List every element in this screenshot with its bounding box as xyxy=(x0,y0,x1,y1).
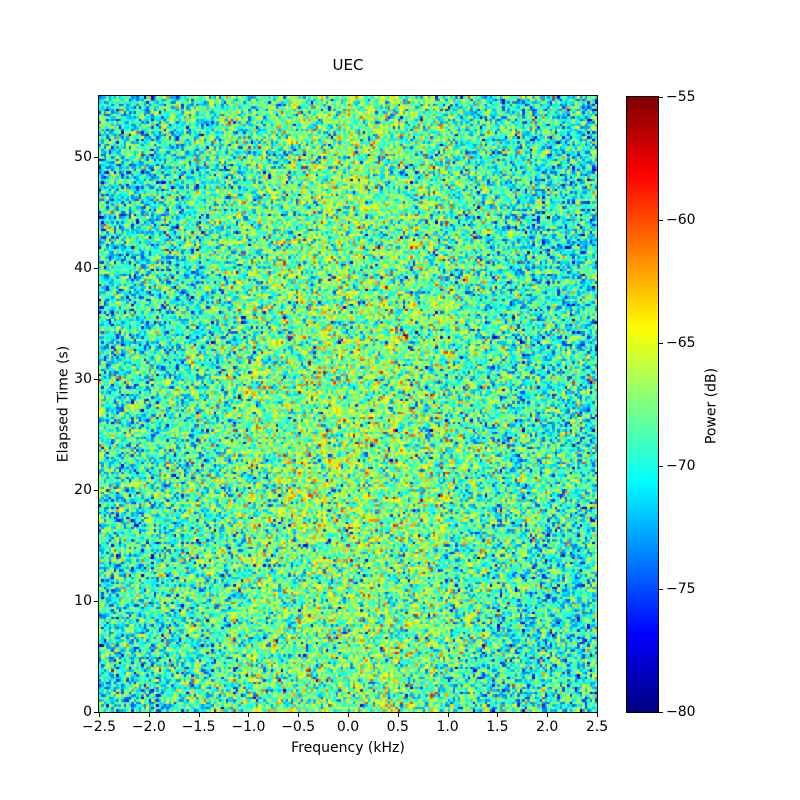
y-tick-label: 30 xyxy=(74,371,92,387)
spectrogram-heatmap xyxy=(99,96,597,712)
plot-area xyxy=(98,95,598,713)
x-tick-mark xyxy=(148,713,150,717)
x-tick-label: 2.0 xyxy=(536,719,559,735)
colorbar-tick-mark xyxy=(659,589,663,590)
x-tick-label: 2.5 xyxy=(585,719,609,735)
colorbar-label: Power (dB) xyxy=(703,367,720,445)
y-tick-mark xyxy=(94,601,98,602)
y-tick-mark xyxy=(94,490,98,491)
colorbar-tick-label: −65 xyxy=(666,335,696,351)
x-tick-label: 0.5 xyxy=(386,719,409,735)
colorbar-tick-mark xyxy=(659,466,663,467)
colorbar-gradient xyxy=(627,97,658,712)
x-tick-mark xyxy=(497,713,499,717)
figure-title: UEC xyxy=(332,56,364,74)
y-tick-mark xyxy=(94,268,98,269)
x-tick-mark xyxy=(447,713,449,717)
y-axis-label: Elapsed Time (s) xyxy=(55,345,72,463)
x-tick-label: 0.0 xyxy=(336,719,360,735)
x-tick-mark xyxy=(198,713,200,717)
colorbar-tick-mark xyxy=(659,220,663,221)
colorbar-tick-mark xyxy=(659,343,663,344)
x-tick-mark xyxy=(298,713,300,717)
y-tick-mark xyxy=(94,379,98,380)
x-tick-mark xyxy=(397,713,399,717)
x-tick-label: −1.0 xyxy=(231,719,266,735)
y-tick-label: 0 xyxy=(83,704,92,720)
y-tick-mark xyxy=(94,712,98,713)
colorbar-tick-label: −60 xyxy=(666,212,696,228)
x-tick-label: −0.5 xyxy=(281,719,316,735)
y-tick-label: 20 xyxy=(74,482,92,498)
colorbar-tick-label: −80 xyxy=(666,704,696,720)
colorbar-tick-label: −75 xyxy=(666,581,696,597)
colorbar xyxy=(626,96,659,713)
y-tick-mark xyxy=(94,157,98,158)
y-tick-label: 10 xyxy=(74,593,92,609)
colorbar-tick-mark xyxy=(659,712,663,713)
x-tick-label: −2.0 xyxy=(131,719,166,735)
x-tick-label: 1.5 xyxy=(486,719,509,735)
colorbar-tick-label: −70 xyxy=(666,458,696,474)
x-tick-label: −2.5 xyxy=(82,719,116,735)
x-tick-mark xyxy=(348,713,349,717)
x-tick-mark xyxy=(547,713,549,717)
y-tick-label: 50 xyxy=(74,149,92,165)
x-tick-label: 1.0 xyxy=(436,719,459,735)
x-tick-mark xyxy=(248,713,250,717)
x-tick-label: −1.5 xyxy=(181,719,216,735)
colorbar-tick-mark xyxy=(659,97,663,98)
x-tick-mark xyxy=(597,713,598,717)
x-axis-label: Frequency (kHz) xyxy=(291,740,405,756)
x-tick-mark xyxy=(99,713,100,717)
y-tick-label: 40 xyxy=(74,260,92,276)
colorbar-tick-label: −55 xyxy=(666,89,696,105)
